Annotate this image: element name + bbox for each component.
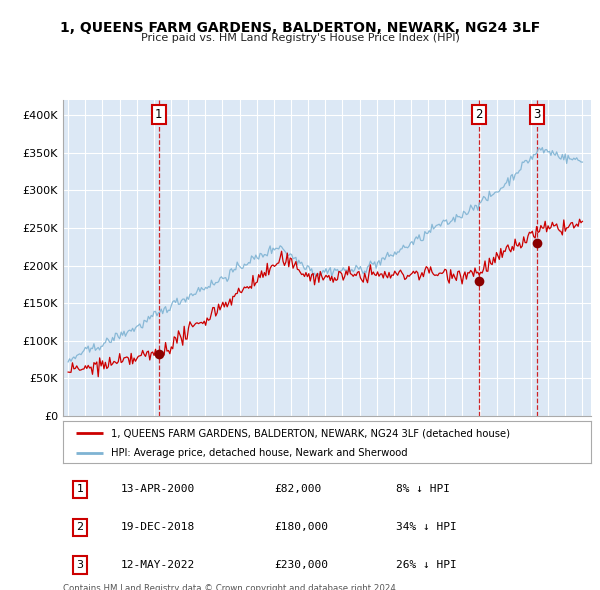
Text: 3: 3 [533, 108, 541, 121]
Text: 13-APR-2000: 13-APR-2000 [121, 484, 196, 494]
Text: 3: 3 [76, 560, 83, 570]
Text: 1: 1 [76, 484, 83, 494]
Text: £230,000: £230,000 [274, 560, 328, 570]
Text: 19-DEC-2018: 19-DEC-2018 [121, 522, 196, 532]
Text: 8% ↓ HPI: 8% ↓ HPI [395, 484, 449, 494]
Text: £180,000: £180,000 [274, 522, 328, 532]
Text: 1, QUEENS FARM GARDENS, BALDERTON, NEWARK, NG24 3LF: 1, QUEENS FARM GARDENS, BALDERTON, NEWAR… [60, 21, 540, 35]
Text: 34% ↓ HPI: 34% ↓ HPI [395, 522, 457, 532]
Text: HPI: Average price, detached house, Newark and Sherwood: HPI: Average price, detached house, Newa… [110, 448, 407, 457]
Text: Price paid vs. HM Land Registry's House Price Index (HPI): Price paid vs. HM Land Registry's House … [140, 33, 460, 43]
Text: Contains HM Land Registry data © Crown copyright and database right 2024.: Contains HM Land Registry data © Crown c… [63, 584, 398, 590]
Text: 2: 2 [475, 108, 482, 121]
Text: £82,000: £82,000 [274, 484, 322, 494]
Text: 1, QUEENS FARM GARDENS, BALDERTON, NEWARK, NG24 3LF (detached house): 1, QUEENS FARM GARDENS, BALDERTON, NEWAR… [110, 428, 509, 438]
Text: 12-MAY-2022: 12-MAY-2022 [121, 560, 196, 570]
Text: 2: 2 [76, 522, 83, 532]
Text: 1: 1 [155, 108, 163, 121]
Text: 26% ↓ HPI: 26% ↓ HPI [395, 560, 457, 570]
